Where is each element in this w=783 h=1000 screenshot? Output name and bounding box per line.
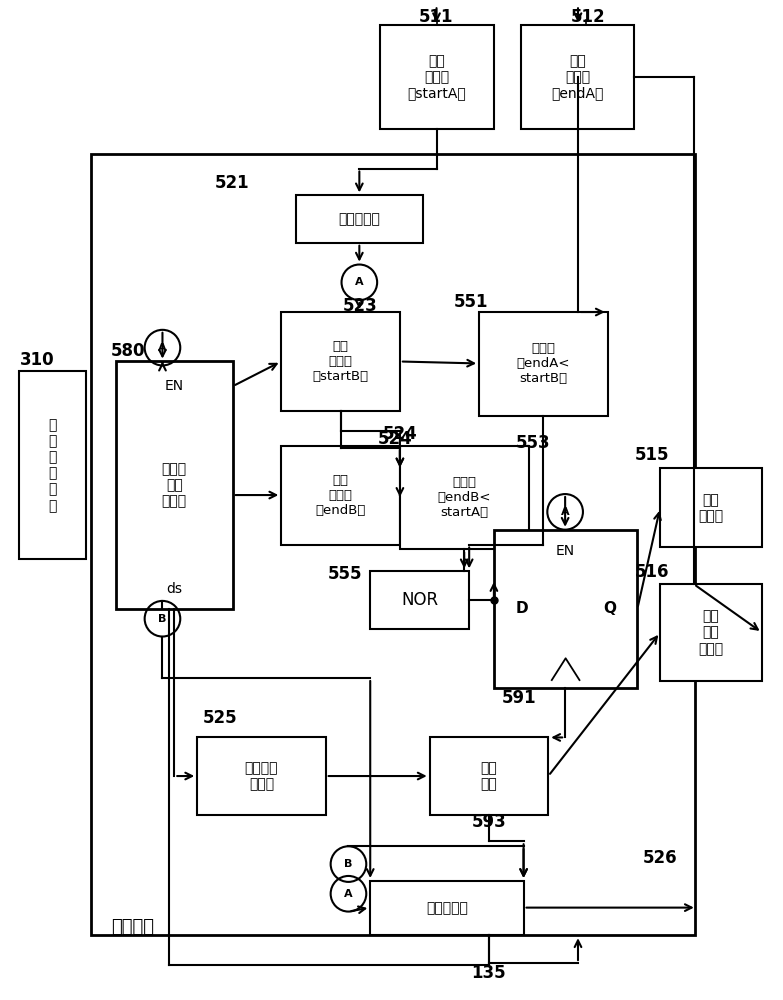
Text: 515: 515 <box>635 446 669 464</box>
Bar <box>19 371 86 559</box>
Bar <box>660 584 762 681</box>
Text: Q: Q <box>603 601 616 616</box>
Text: 524: 524 <box>377 430 413 448</box>
Bar <box>521 25 634 129</box>
Bar <box>296 195 423 243</box>
Bar <box>92 154 695 935</box>
Text: 521: 521 <box>215 174 249 192</box>
Text: 555: 555 <box>328 565 363 583</box>
Text: B: B <box>345 859 352 869</box>
Text: 开始
寄存器
（startB）: 开始 寄存器 （startB） <box>312 340 369 383</box>
Text: 523: 523 <box>343 297 377 315</box>
Text: EN: EN <box>164 379 184 393</box>
Bar <box>197 737 326 815</box>
Text: 526: 526 <box>643 849 677 867</box>
Bar <box>370 881 524 935</box>
Bar <box>479 312 608 416</box>
Text: 591: 591 <box>501 689 536 707</box>
Bar <box>494 530 637 688</box>
Text: A: A <box>345 889 353 899</box>
Text: 551: 551 <box>454 293 489 311</box>
Bar <box>370 571 469 629</box>
Bar <box>380 25 494 129</box>
Text: 512: 512 <box>571 8 605 26</box>
Text: 511: 511 <box>418 8 453 26</box>
Text: 553: 553 <box>516 434 550 452</box>
Text: 状态寄存器: 状态寄存器 <box>426 901 467 915</box>
Text: 结束
寄存器
（endB）: 结束 寄存器 （endB） <box>316 474 366 517</box>
Text: 结束
寄存器
（endA）: 结束 寄存器 （endA） <box>551 54 604 100</box>
Text: 524: 524 <box>383 425 417 443</box>
Text: ds: ds <box>166 582 182 596</box>
Text: 580: 580 <box>110 342 145 360</box>
Bar <box>430 737 548 815</box>
Text: 593: 593 <box>471 813 507 831</box>
Text: 输出
电路: 输出 电路 <box>481 761 497 791</box>
Text: 项目地址
寄存器: 项目地址 寄存器 <box>244 761 278 791</box>
Text: A: A <box>158 343 167 353</box>
Text: 比较器
（endA<
startB）: 比较器 （endA< startB） <box>517 342 570 385</box>
Text: 循
序
写
入
队
列: 循 序 写 入 队 列 <box>49 418 57 513</box>
Text: 搜索引擎: 搜索引擎 <box>111 918 154 936</box>
Text: 结果
地址
寄存器: 结果 地址 寄存器 <box>698 609 723 656</box>
Bar <box>400 446 529 549</box>
Text: EN: EN <box>556 544 576 558</box>
Text: 开始
寄存器
（startA）: 开始 寄存器 （startA） <box>408 54 467 100</box>
Bar <box>281 312 400 411</box>
Bar <box>660 468 762 547</box>
Text: 516: 516 <box>635 563 669 581</box>
Text: 启动寄存器: 启动寄存器 <box>338 212 381 226</box>
Text: B: B <box>158 614 167 624</box>
Text: 310: 310 <box>20 351 54 369</box>
Bar <box>116 361 233 609</box>
Text: A: A <box>561 507 569 517</box>
Text: 存储器
存取
控制器: 存储器 存取 控制器 <box>162 462 187 508</box>
Text: A: A <box>355 277 363 287</box>
Text: 525: 525 <box>203 709 237 727</box>
Text: 135: 135 <box>471 964 507 982</box>
Bar <box>281 446 400 545</box>
Text: 匹配
寄存器: 匹配 寄存器 <box>698 493 723 523</box>
Text: NOR: NOR <box>401 591 438 609</box>
Text: 比较器
（endB<
startA）: 比较器 （endB< startA） <box>438 476 491 519</box>
Text: D: D <box>515 601 528 616</box>
